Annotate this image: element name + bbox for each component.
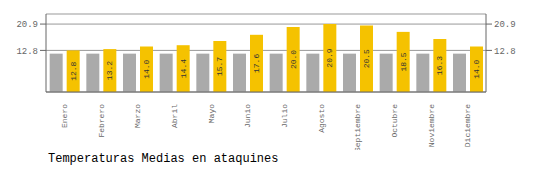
svg-text:20.9: 20.9: [325, 48, 334, 67]
svg-text:Abril: Abril: [170, 104, 179, 128]
svg-text:14.4: 14.4: [179, 59, 188, 78]
svg-text:12.8: 12.8: [16, 47, 38, 57]
svg-text:Marzo: Marzo: [133, 104, 142, 128]
svg-text:Julio: Julio: [280, 104, 289, 128]
svg-text:Agosto: Agosto: [317, 104, 326, 133]
svg-text:13.2: 13.2: [105, 61, 114, 80]
svg-text:Octubre: Octubre: [390, 104, 399, 138]
svg-text:14.0: 14.0: [142, 59, 151, 78]
svg-text:17.6: 17.6: [252, 54, 261, 73]
svg-text:Mayo: Mayo: [207, 104, 216, 123]
svg-text:15.7: 15.7: [215, 57, 224, 76]
svg-text:20.0: 20.0: [289, 50, 298, 69]
svg-text:Enero: Enero: [60, 104, 69, 128]
html-text:Temperaturas Medias en ataquin: Temperaturas Medias en ataquines: [48, 152, 279, 166]
svg-text:14.0: 14.0: [472, 59, 481, 78]
svg-text:Junio: Junio: [243, 104, 252, 128]
svg-text:20.5: 20.5: [362, 49, 371, 68]
svg-text:20.9: 20.9: [16, 20, 38, 30]
svg-text:Febrero: Febrero: [97, 104, 106, 138]
svg-text:20.9: 20.9: [494, 20, 516, 30]
svg-text:Septiembre: Septiembre: [353, 104, 362, 150]
svg-text:12.8: 12.8: [69, 61, 78, 80]
svg-text:18.5: 18.5: [399, 52, 408, 71]
svg-text:16.3: 16.3: [435, 56, 444, 75]
svg-text:Noviembre: Noviembre: [427, 104, 436, 147]
svg-text:Diciembre: Diciembre: [463, 104, 472, 147]
svg-text:12.8: 12.8: [494, 47, 516, 57]
